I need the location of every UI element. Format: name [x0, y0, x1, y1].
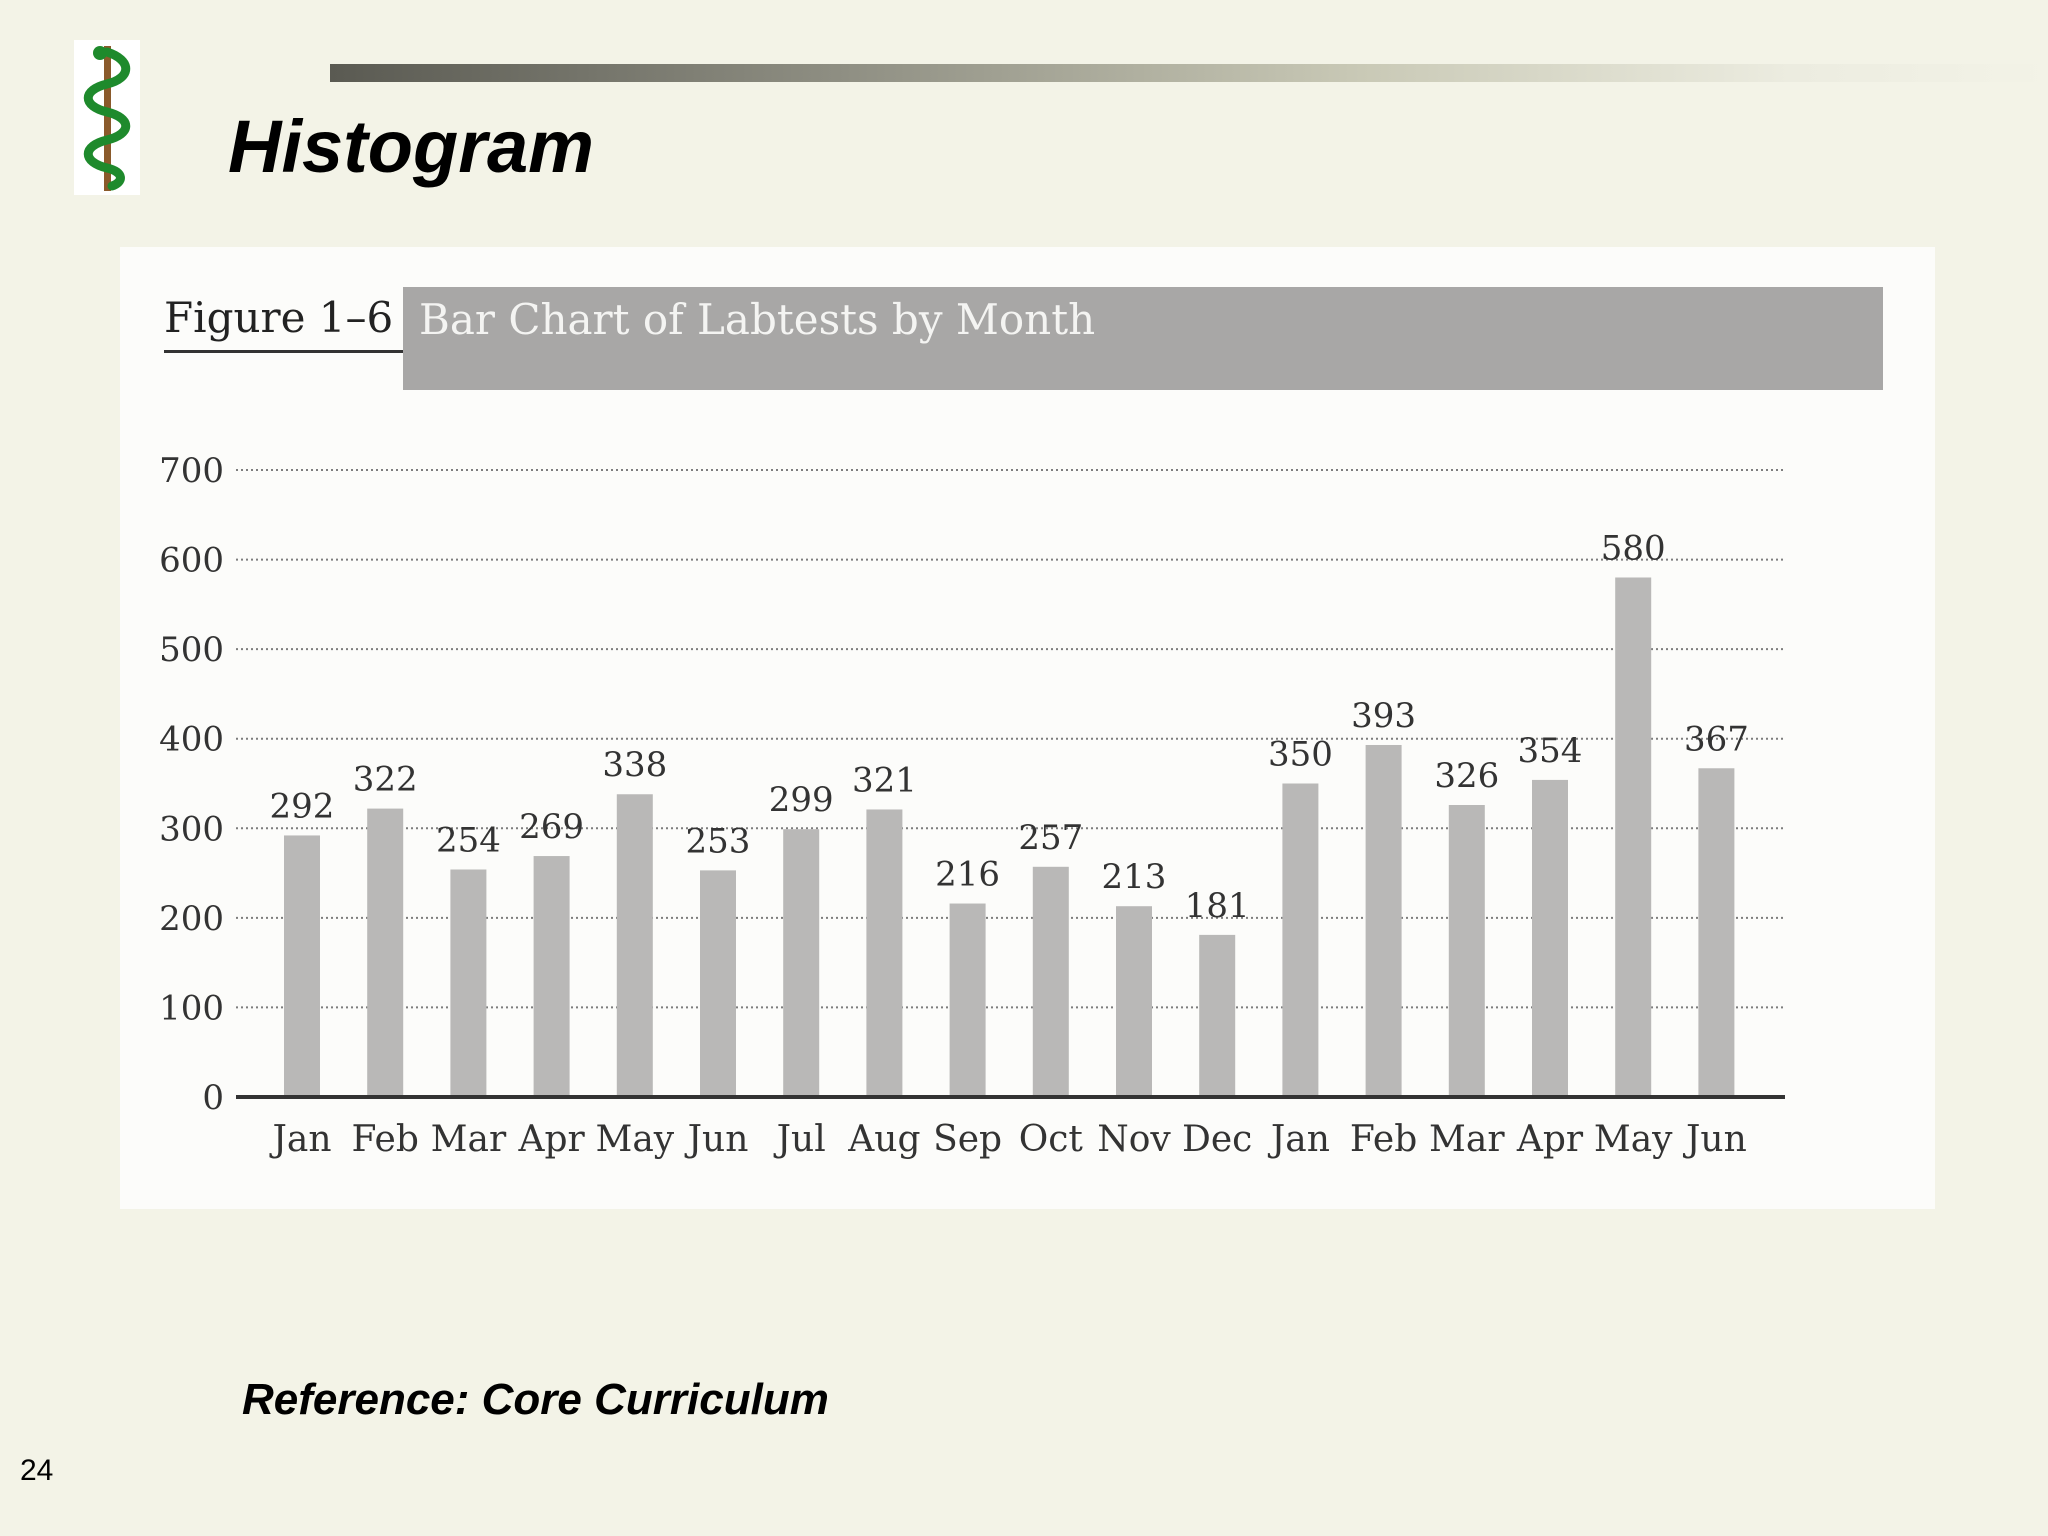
y-tick-label: 600: [159, 541, 224, 581]
bar: [949, 903, 986, 1097]
bar-value-label: 253: [686, 821, 751, 861]
x-tick-label: Jan: [1267, 1119, 1330, 1160]
bar-value-label: 181: [1185, 886, 1250, 926]
bar: [1365, 744, 1402, 1097]
y-tick-label: 700: [159, 451, 224, 491]
bar: [1698, 768, 1735, 1097]
title-accent-bar: [330, 64, 2048, 82]
bar: [1532, 779, 1568, 1097]
bar-value-label: 216: [935, 855, 1000, 895]
bar: [367, 808, 404, 1097]
bar: [616, 794, 653, 1097]
bar: [284, 835, 320, 1097]
x-tick-label: Mar: [431, 1119, 507, 1160]
bar: [1199, 934, 1236, 1097]
bar-value-label: 367: [1684, 719, 1749, 759]
x-tick-label: Dec: [1182, 1119, 1252, 1160]
x-tick-label: Sep: [933, 1119, 1002, 1160]
bar-value-label: 254: [436, 820, 501, 860]
x-tick-label: Apr: [517, 1119, 585, 1160]
bar: [783, 829, 820, 1097]
bar-value-label: 350: [1268, 735, 1333, 775]
x-tick-label: Jan: [268, 1119, 331, 1160]
x-tick-label: May: [1594, 1119, 1673, 1160]
x-tick-label: Jul: [773, 1119, 826, 1160]
bar: [1448, 804, 1485, 1097]
bar-value-label: 292: [270, 786, 335, 826]
x-tick-label: Jun: [684, 1119, 749, 1160]
bar-value-label: 322: [353, 760, 418, 800]
x-tick-label: Aug: [847, 1119, 920, 1160]
bar-value-label: 338: [602, 745, 667, 785]
figure-label: Figure 1–6: [164, 293, 394, 342]
y-tick-label: 200: [159, 899, 224, 939]
bar-value-label: 269: [519, 807, 584, 847]
bar-chart: 0 100 200 300 400 500 600 700 292 Jan 322 Feb 254 Mar…: [159, 451, 1785, 1160]
bar: [1615, 577, 1652, 1097]
x-tick-label: Feb: [1350, 1119, 1417, 1160]
reference-note: Reference: Core Curriculum: [242, 1375, 829, 1424]
x-tick-label: Feb: [352, 1119, 419, 1160]
bar-value-label: 354: [1518, 731, 1583, 771]
bar: [450, 869, 487, 1097]
bar-value-label: 580: [1601, 528, 1666, 568]
bar-value-label: 326: [1434, 756, 1499, 796]
y-tick-label: 300: [159, 809, 224, 849]
x-tick-label: Nov: [1097, 1119, 1171, 1160]
bar: [533, 856, 570, 1097]
bar-value-label: 299: [769, 780, 834, 820]
figure-panel: Figure 1–6 Bar Chart of Labtests by Mont…: [120, 247, 1935, 1209]
bar: [1116, 906, 1152, 1097]
y-tick-label: 100: [159, 988, 224, 1028]
page-number: 24: [20, 1454, 54, 1487]
x-tick-label: Oct: [1019, 1119, 1084, 1160]
y-tick-label: 400: [159, 720, 224, 760]
chart-title: Bar Chart of Labtests by Month: [419, 295, 1096, 344]
bar-value-label: 213: [1102, 857, 1167, 897]
caduceus-logo: [74, 40, 140, 195]
bar-value-label: 321: [852, 760, 917, 800]
y-tick-label: 500: [159, 630, 224, 670]
x-tick-label: Jun: [1682, 1119, 1747, 1160]
bar-value-label: 393: [1351, 696, 1416, 736]
bar-value-label: 257: [1018, 818, 1083, 858]
figure-label-underline: [164, 350, 404, 353]
bar: [1282, 783, 1319, 1097]
x-tick-label: Mar: [1429, 1119, 1505, 1160]
x-tick-label: May: [595, 1119, 674, 1160]
slide-title: Histogram: [228, 105, 594, 188]
bar: [700, 870, 736, 1097]
figure-banner: Bar Chart of Labtests by Month: [403, 287, 1883, 390]
y-tick-label: 0: [202, 1078, 224, 1118]
bar: [1032, 866, 1069, 1097]
bar: [866, 809, 903, 1097]
x-tick-label: Apr: [1516, 1119, 1584, 1160]
